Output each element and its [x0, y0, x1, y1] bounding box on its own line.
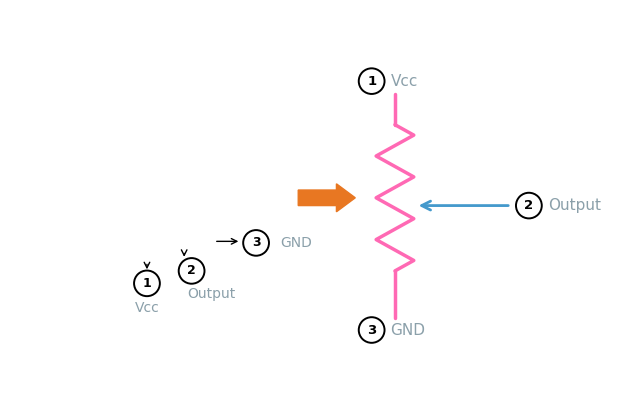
Text: 2: 2 [524, 199, 534, 212]
Text: Output: Output [548, 198, 601, 213]
Text: Vcc: Vcc [134, 301, 159, 315]
Text: Vcc: Vcc [390, 74, 418, 88]
Text: 1: 1 [143, 277, 151, 290]
Text: GND: GND [390, 322, 426, 337]
Text: 3: 3 [252, 236, 260, 249]
Text: GND: GND [280, 236, 312, 250]
Text: Output: Output [188, 287, 236, 301]
FancyArrow shape [298, 184, 355, 212]
Text: 2: 2 [188, 264, 196, 278]
Text: 1: 1 [367, 75, 376, 88]
Text: 3: 3 [367, 324, 376, 337]
